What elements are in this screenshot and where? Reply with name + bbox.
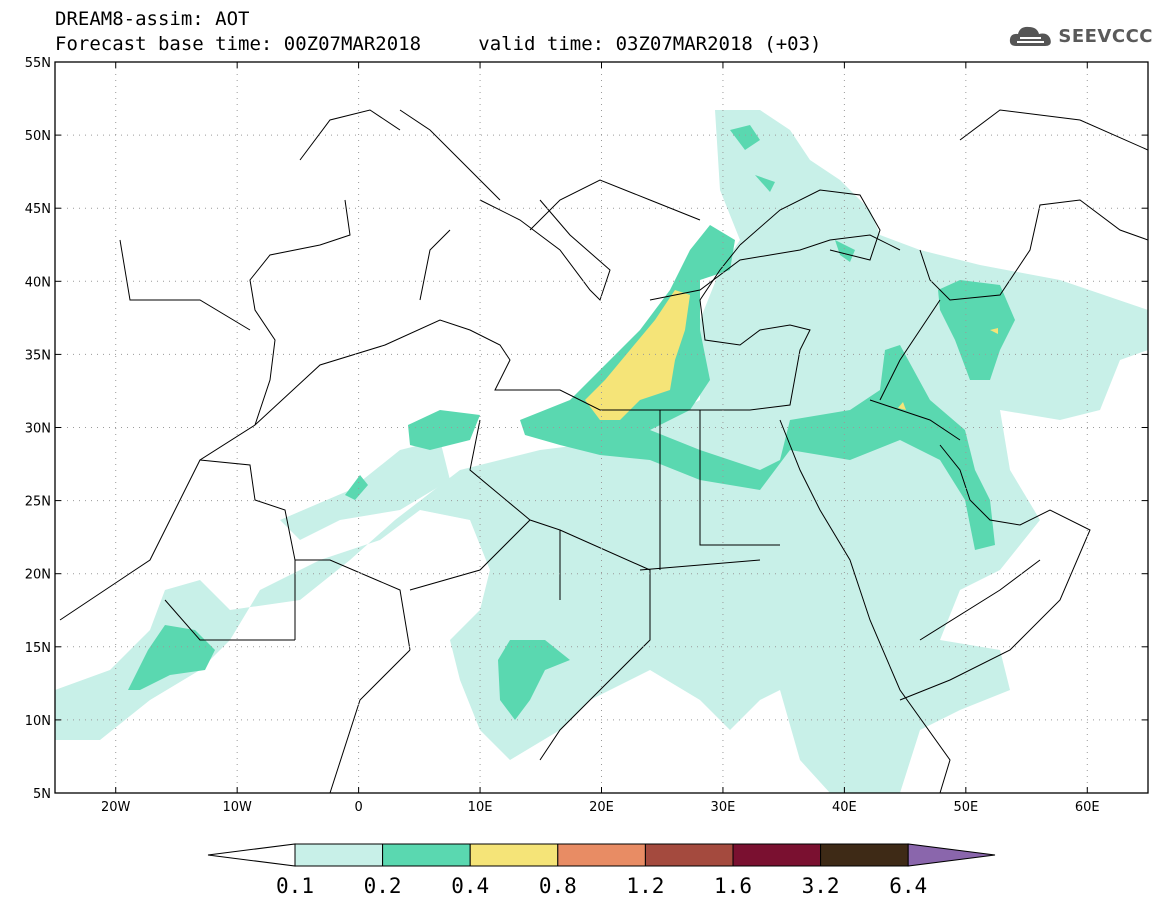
lon-label: 40E — [832, 800, 857, 815]
time-info: Forecast base time: 00Z07MAR2018 valid t… — [55, 33, 821, 55]
axis-ticks: 55N 50N 45N 40N 35N 30N 25N 20N 15N 10N 5N 20W 10W 0 1… — [25, 56, 1148, 815]
lon-label: 20E — [589, 800, 614, 815]
lat-label: 25N — [25, 495, 51, 510]
colorbar-box — [557, 843, 646, 867]
colorbar-label: 0.8 — [539, 874, 577, 898]
colorbar-min-arrow — [207, 843, 296, 867]
colorbar-box — [820, 843, 909, 867]
colorbar-label: 1.2 — [626, 874, 664, 898]
lon-label: 20W — [101, 800, 131, 815]
lon-label: 50E — [953, 800, 978, 815]
plot-area — [55, 62, 1148, 793]
colorbar: 0.1 0.2 0.4 0.8 1.2 1.6 3.2 6.4 — [207, 843, 996, 898]
lon-label: 30E — [711, 800, 736, 815]
aot-band-0.4-0.8 — [585, 290, 998, 420]
valid-time-label: valid time: — [478, 33, 605, 55]
colorbar-label: 6.4 — [889, 874, 927, 898]
colorbar-label: 3.2 — [802, 874, 840, 898]
colorbar-label: 0.4 — [451, 874, 489, 898]
lon-label: 0 — [354, 800, 362, 815]
colorbar-max-arrow — [907, 843, 996, 867]
lat-label: 35N — [25, 348, 51, 363]
colorbar-box — [294, 843, 384, 867]
cloud-icon — [1010, 26, 1052, 46]
map-title: DREAM8-assim: AOT — [55, 8, 250, 30]
base-time-label: Forecast base time: — [55, 33, 273, 55]
lat-label: 40N — [25, 275, 51, 290]
lat-label: 50N — [25, 129, 51, 144]
lat-label: 15N — [25, 641, 51, 656]
lat-label: 20N — [25, 568, 51, 583]
colorbar-label: 1.6 — [714, 874, 752, 898]
colorbar-box — [469, 843, 559, 867]
logo-text: SEEVCCC — [1058, 25, 1153, 47]
lat-label: 5N — [33, 787, 51, 802]
lat-label: 10N — [25, 714, 51, 729]
gridlines — [55, 62, 1148, 793]
lon-label: 10E — [468, 800, 493, 815]
lon-label: 10W — [222, 800, 252, 815]
lat-label: 30N — [25, 422, 51, 437]
colorbar-box — [732, 843, 822, 867]
colorbar-box — [382, 843, 471, 867]
lon-label: 60E — [1075, 800, 1100, 815]
colorbar-box — [644, 843, 734, 867]
colorbar-label: 0.2 — [364, 874, 402, 898]
seevccc-logo: SEEVCCC — [1008, 22, 1153, 50]
valid-time: 03Z07MAR2018 (+03) — [615, 33, 822, 55]
lat-label: 45N — [25, 202, 51, 217]
coastlines — [59, 109, 1148, 793]
colorbar-label: 0.1 — [276, 874, 314, 898]
lat-label: 55N — [25, 56, 51, 71]
base-time: 00Z07MAR2018 — [283, 33, 422, 55]
